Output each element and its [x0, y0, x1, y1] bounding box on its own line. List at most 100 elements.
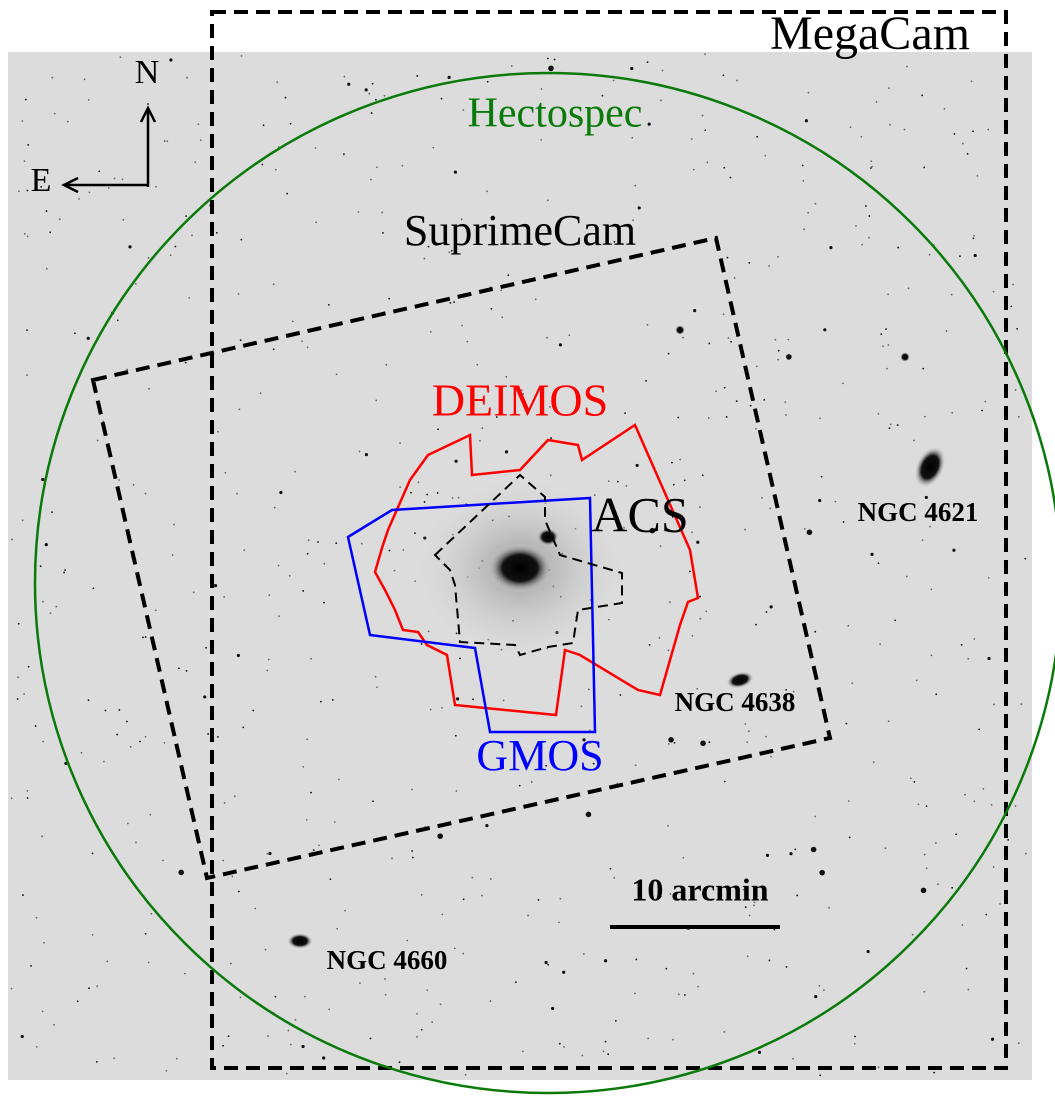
star [534, 298, 537, 301]
star [744, 723, 747, 725]
star [18, 190, 20, 193]
star [267, 658, 270, 661]
star [803, 228, 806, 231]
star [987, 656, 991, 661]
star [708, 741, 711, 744]
star [310, 657, 312, 660]
star [727, 337, 730, 340]
star [92, 587, 95, 590]
star [691, 634, 694, 637]
star [450, 249, 453, 252]
star [804, 119, 808, 123]
star [119, 56, 122, 59]
star [769, 507, 772, 510]
star [359, 982, 361, 985]
star [401, 164, 404, 167]
star [323, 562, 326, 565]
star [416, 1035, 418, 1038]
star [507, 274, 510, 277]
footprint-label: GMOS [476, 731, 603, 780]
star [612, 79, 615, 82]
footprint-label: Hectospec [468, 91, 643, 137]
star [982, 787, 985, 790]
star [632, 219, 634, 222]
star [672, 1038, 674, 1041]
star [630, 66, 634, 71]
star [547, 963, 550, 966]
star [894, 619, 897, 622]
star [237, 293, 240, 295]
star [489, 1000, 492, 1002]
star [845, 722, 848, 725]
star [129, 745, 132, 748]
star [553, 58, 556, 61]
star [601, 94, 604, 97]
star [223, 595, 226, 598]
star [765, 611, 768, 613]
star [274, 168, 277, 171]
star [453, 947, 456, 950]
star [213, 584, 218, 588]
star [49, 612, 52, 615]
star [701, 474, 704, 477]
star [384, 993, 387, 996]
star [259, 392, 262, 395]
galaxy [900, 352, 910, 362]
star [834, 500, 837, 503]
star [42, 600, 44, 603]
star [184, 361, 187, 364]
star [933, 1071, 936, 1074]
star [106, 960, 109, 963]
star [847, 800, 850, 802]
star [683, 479, 686, 482]
star [973, 234, 975, 237]
star [568, 334, 571, 337]
star [920, 887, 927, 894]
star [327, 304, 330, 306]
star [375, 166, 378, 169]
star [22, 894, 24, 896]
star [551, 1006, 555, 1011]
star [646, 61, 649, 64]
star [810, 846, 817, 853]
star [679, 458, 682, 461]
star [866, 949, 870, 954]
star [582, 953, 585, 955]
star [73, 332, 76, 335]
star [648, 643, 651, 646]
star [546, 57, 549, 60]
star [17, 676, 20, 679]
star [429, 331, 432, 333]
star [886, 367, 888, 370]
star [722, 74, 725, 77]
star [978, 728, 981, 731]
star [464, 1073, 467, 1076]
star [887, 344, 890, 346]
star [872, 761, 875, 764]
star [546, 336, 548, 339]
star [897, 246, 900, 249]
star [11, 538, 13, 541]
star [768, 959, 771, 962]
star [266, 669, 269, 672]
star [990, 803, 993, 806]
star [51, 76, 54, 79]
star [667, 352, 670, 355]
star [756, 135, 759, 138]
star [671, 516, 674, 518]
star [426, 989, 429, 992]
star [45, 267, 48, 270]
star [785, 414, 787, 416]
star [537, 899, 540, 901]
star [369, 1037, 372, 1040]
star [34, 725, 37, 727]
star [336, 927, 339, 930]
star [755, 365, 758, 368]
star [416, 75, 419, 77]
star [495, 416, 498, 418]
star [961, 924, 964, 926]
star [333, 821, 336, 823]
star [21, 120, 24, 122]
star [86, 336, 90, 340]
star [761, 496, 763, 499]
